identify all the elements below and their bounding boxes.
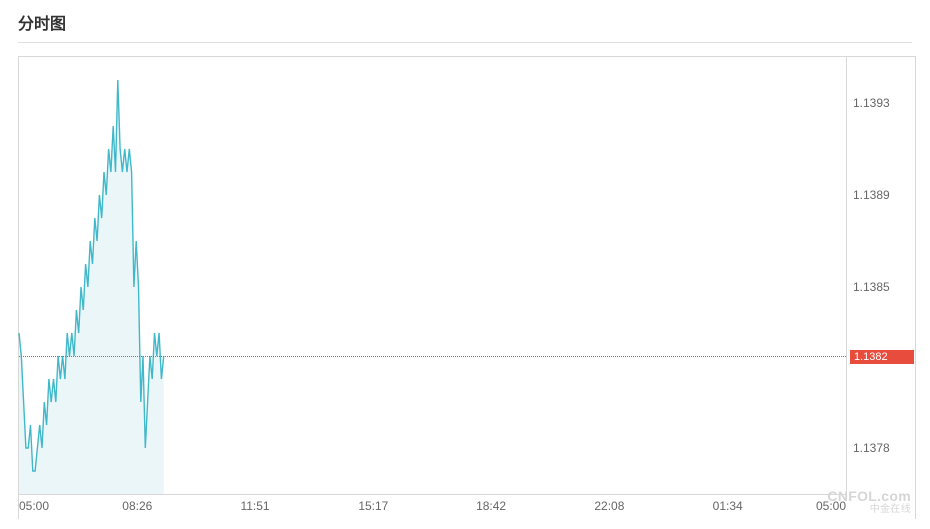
x-tick: 15:17 — [358, 499, 388, 513]
chart-title: 分时图 — [0, 0, 930, 42]
y-tick: 1.1393 — [853, 96, 890, 110]
plot-area[interactable]: 1.1382 — [19, 57, 847, 495]
x-tick: 11:51 — [240, 499, 269, 513]
x-tick: 05:00 — [19, 499, 49, 513]
price-line-svg — [19, 57, 846, 494]
y-tick: 1.1378 — [853, 441, 890, 455]
x-tick: 22:08 — [594, 499, 624, 513]
chart-container: 1.1382 1.1378 1.1382 1.1385 1.1389 1.1393 05… — [18, 56, 916, 519]
x-tick: 05:00 — [816, 499, 846, 513]
reference-badge: 1.1382 — [850, 350, 914, 364]
x-tick: 01:34 — [713, 499, 743, 513]
x-tick: 08:26 — [122, 499, 152, 513]
y-tick: 1.1385 — [853, 280, 890, 294]
y-tick: 1.1389 — [853, 188, 890, 202]
reference-line: 1.1382 — [19, 356, 846, 357]
x-tick: 18:42 — [476, 499, 506, 513]
x-axis: 05:00 08:26 11:51 15:17 18:42 22:08 01:34 05:00 — [19, 495, 847, 519]
title-divider — [18, 42, 912, 43]
y-axis: 1.1378 1.1382 1.1385 1.1389 1.1393 — [847, 57, 915, 495]
